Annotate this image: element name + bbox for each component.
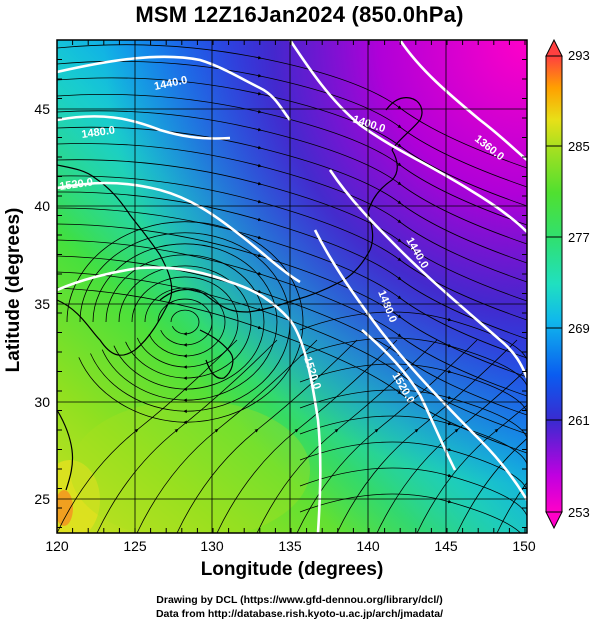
x-tick-150: 150: [512, 538, 536, 554]
streamline: [118, 265, 252, 380]
colorbar-tick-293: 293: [568, 48, 590, 63]
x-tick-labels: 120 125 130 135 140 145 150: [45, 538, 536, 554]
x-tick-120: 120: [45, 538, 69, 554]
streamline: [416, 404, 527, 533]
streamline: [176, 339, 358, 533]
contour-1520-east: [361, 329, 457, 471]
streamline: [57, 287, 527, 454]
hokkaido-coast: [385, 97, 423, 151]
axis-ticks: [56, 39, 527, 533]
y-tick-45: 45: [34, 101, 50, 117]
colorbar-tick-269: 269: [568, 321, 590, 336]
streamline: [66, 221, 304, 425]
streamline: [79, 232, 291, 414]
plot-frame: [56, 39, 528, 534]
grid-lines: [57, 40, 527, 533]
wind-streamlines: [57, 44, 527, 533]
colorbar-scale: [545, 55, 563, 513]
streamline: [456, 437, 527, 533]
taiwan-coast: [57, 409, 74, 491]
y-tick-40: 40: [34, 198, 50, 214]
contour-1480-east: [313, 229, 527, 501]
x-axis-label: Longitude (degrees): [200, 559, 384, 580]
x-tick-140: 140: [356, 538, 380, 554]
streamline: [496, 481, 527, 533]
streamline: [131, 276, 239, 369]
streamline: [299, 363, 527, 413]
x-tick-130: 130: [200, 538, 224, 554]
streamline: [256, 339, 438, 533]
colorbar-bottom-extension: [545, 511, 563, 530]
streamline: [144, 287, 226, 358]
colorbar-tick-285: 285: [568, 139, 590, 154]
contour-1440-east: [328, 169, 527, 379]
kyushu-coast: [199, 329, 234, 379]
colorbar-top-extension: [545, 38, 563, 57]
height-contours: [57, 40, 527, 533]
credit-dcl: Drawing by DCL (https://www.gfd-dennou.o…: [156, 594, 443, 606]
colorbar-tick-253: 253: [568, 505, 590, 520]
streamline: [170, 309, 200, 336]
credit-data-source: Data from http://database.rish.kyoto-u.a…: [155, 608, 444, 620]
streamline: [299, 415, 527, 465]
streamline: [299, 311, 527, 361]
streamline: [96, 339, 278, 533]
y-tick-35: 35: [34, 296, 50, 312]
streamline: [299, 467, 527, 517]
colorbar: 293 285 277 269 261 253: [545, 38, 590, 530]
streamline: [296, 339, 478, 533]
x-tick-145: 145: [434, 538, 458, 554]
x-tick-125: 125: [123, 538, 147, 554]
streamline: [299, 493, 522, 533]
colorbar-tick-261: 261: [568, 413, 590, 428]
contour-1400: [288, 40, 527, 233]
contour-label-3: 1520.0: [59, 176, 94, 193]
korea-china-coast: [57, 164, 173, 356]
contour-1440-north: [57, 55, 292, 121]
streamline: [299, 389, 527, 439]
contour-1360: [398, 40, 527, 161]
y-tick-30: 30: [34, 394, 50, 410]
contour-1480-north: [57, 115, 231, 140]
japan-tohoku-coast: [367, 149, 398, 213]
contour-1520-south: [57, 266, 322, 533]
contour-label-2: 1480.0: [81, 124, 116, 141]
contour-1520-north: [57, 181, 301, 284]
streamline: [92, 243, 278, 403]
streamline: [57, 339, 238, 533]
y-tick-labels: 25 30 35 40 45: [34, 101, 50, 507]
streamline: [136, 339, 318, 533]
streamline: [299, 337, 527, 387]
x-tick-135: 135: [278, 538, 302, 554]
y-tick-25: 25: [34, 491, 50, 507]
chart-title: MSM 12Z16Jan2024 (850.0hPa): [135, 2, 464, 27]
colorbar-tick-277: 277: [568, 230, 590, 245]
streamline: [216, 339, 398, 533]
